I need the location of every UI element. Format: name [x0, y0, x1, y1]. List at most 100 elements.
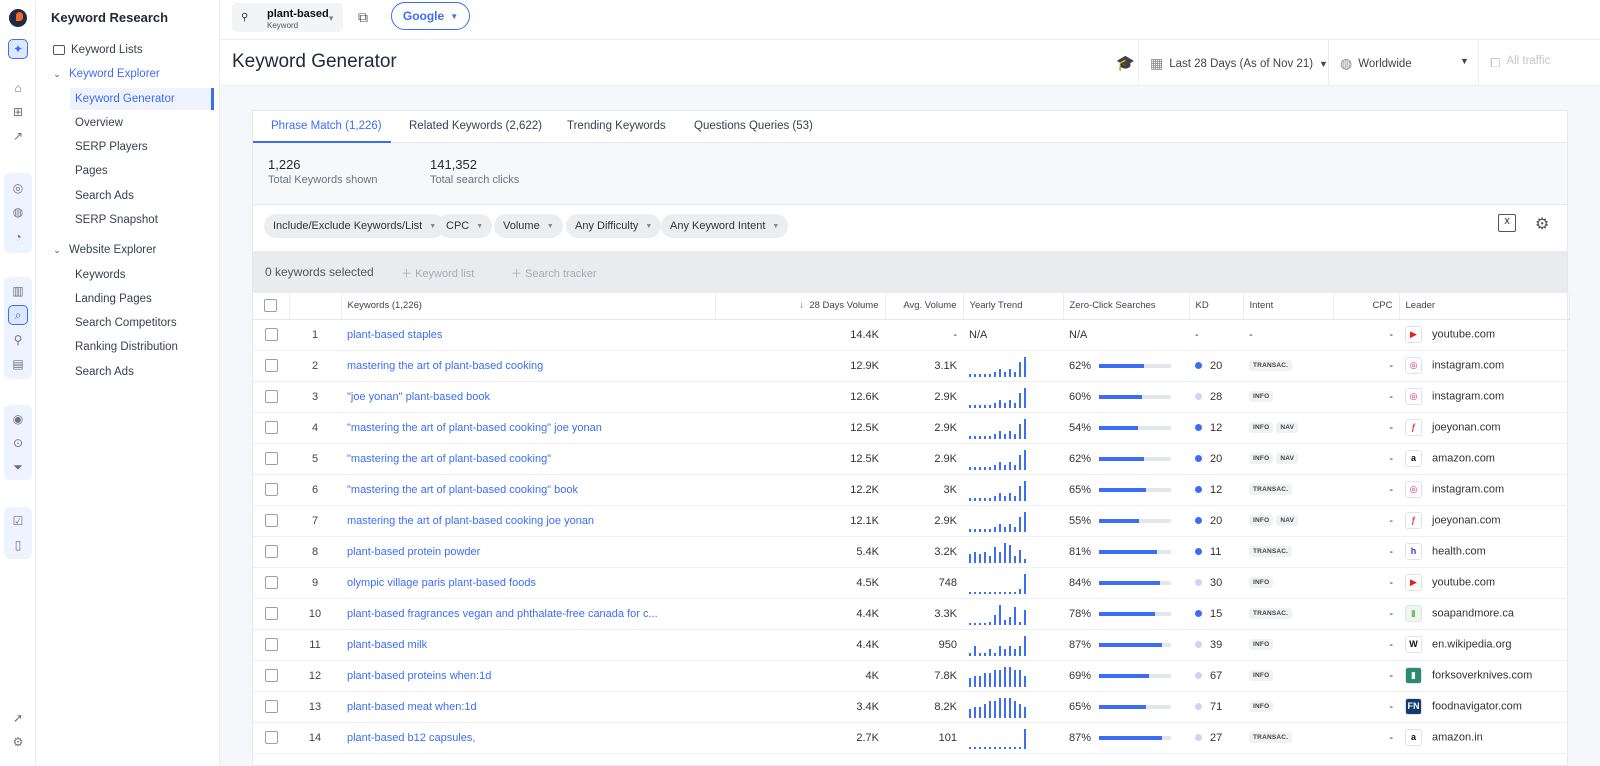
report-icon[interactable]: ▤ [12, 357, 24, 371]
row-checkbox[interactable] [264, 576, 278, 589]
keyword-research-icon[interactable]: ⌕ [8, 305, 28, 325]
leader-domain[interactable]: instagram.com [1432, 390, 1505, 403]
leader-domain[interactable]: instagram.com [1432, 483, 1505, 496]
leader-domain[interactable]: youtube.com [1432, 328, 1495, 341]
leader-domain[interactable]: forksoverknives.com [1432, 669, 1533, 682]
row-checkbox[interactable] [264, 607, 278, 620]
leader-domain[interactable]: amazon.com [1432, 452, 1495, 465]
sidebar-item-keyword-generator[interactable]: Keyword Generator [70, 88, 214, 110]
clipboard-icon[interactable]: ▯ [14, 538, 22, 552]
sidebar-item-keywords[interactable]: Keywords [36, 264, 220, 286]
row-checkbox[interactable] [264, 669, 278, 682]
keyword-link[interactable]: plant-based proteins when:1d [347, 669, 492, 682]
search-analysis-icon[interactable]: ⊙ [12, 436, 24, 450]
world-icon[interactable]: ◉ [12, 412, 24, 426]
row-checkbox[interactable] [264, 452, 278, 465]
link-icon[interactable]: ⚲ [13, 333, 23, 347]
table-row[interactable]: 7 mastering the art of plant-based cookin… [253, 505, 1569, 537]
sidebar-item-pages[interactable]: Pages [36, 160, 220, 182]
row-checkbox[interactable] [264, 390, 278, 403]
table-row[interactable]: 9 olympic village paris plant-based foods… [253, 567, 1569, 599]
col-keywords[interactable]: Keywords (1,226) [341, 293, 716, 320]
row-checkbox[interactable] [264, 359, 278, 372]
sidebar-item-serp-snapshot[interactable]: SERP Snapshot [36, 209, 220, 231]
sidebar-item-search-ads[interactable]: Search Ads [36, 185, 220, 207]
table-row[interactable]: 10 plant-based fragrances vegan and phtha… [253, 598, 1569, 630]
select-all-checkbox[interactable] [264, 299, 278, 313]
row-checkbox[interactable] [264, 421, 278, 434]
home-icon[interactable]: ⌂ [14, 81, 22, 95]
keyword-link[interactable]: plant-based fragrances vegan and phthala… [347, 607, 658, 620]
row-checkbox[interactable] [264, 545, 278, 558]
academy-icon[interactable]: 🎓 [1116, 55, 1135, 72]
row-checkbox[interactable] [264, 328, 278, 341]
sidebar-item-keyword-explorer[interactable]: ⌄ Keyword Explorer [36, 63, 220, 85]
col-28-days-volume[interactable]: ↓ 28 Days Volume [715, 293, 886, 320]
add-to-search-tracker-button[interactable]: ＋ Search tracker [511, 268, 597, 280]
sparkle-icon[interactable]: ✦ [8, 39, 28, 59]
apps-icon[interactable]: ⊞ [12, 105, 24, 119]
table-row[interactable]: 8 plant-based protein powder 5.4K 3.2K 81% 11… [253, 536, 1569, 568]
sidebar-item-ranking-distribution[interactable]: Ranking Distribution [36, 336, 220, 358]
keyword-link[interactable]: plant-based milk [347, 638, 428, 651]
row-checkbox[interactable] [264, 483, 278, 496]
table-row[interactable]: 13 plant-based meat when:1d 3.4K 8.2K 65% 71 I… [253, 691, 1569, 723]
settings-icon[interactable]: ⚙ [12, 735, 24, 749]
sidebar-item-website-search-ads[interactable]: Search Ads [36, 361, 220, 383]
table-row[interactable]: 4 "mastering the art of plant-based cooki… [253, 412, 1569, 444]
location-selector[interactable]: ◍ Worldwide [1340, 55, 1412, 72]
keyword-link[interactable]: "mastering the art of plant-based cookin… [347, 483, 578, 496]
keyword-link[interactable]: olympic village paris plant-based foods [347, 576, 536, 589]
date-range-selector[interactable]: ▦ Last 28 Days (As of Nov 21) ▼ [1150, 55, 1328, 72]
tab-trending-keywords[interactable]: Trending Keywords [567, 120, 666, 132]
leader-domain[interactable]: health.com [1432, 545, 1486, 558]
leader-domain[interactable]: youtube.com [1432, 576, 1495, 589]
keyword-link[interactable]: plant-based b12 capsules, [347, 731, 476, 744]
col-cpc[interactable]: CPC [1333, 293, 1400, 320]
keyword-link[interactable]: "mastering the art of plant-based cookin… [347, 421, 602, 434]
keyword-link[interactable]: plant-based staples [347, 328, 443, 341]
row-checkbox[interactable] [264, 700, 278, 713]
sidebar-item-search-competitors[interactable]: Search Competitors [36, 312, 220, 334]
sidebar-item-keyword-lists[interactable]: Keyword Lists [36, 39, 220, 61]
table-row[interactable]: 14 plant-based b12 capsules, 2.7K 101 87% 27 T… [253, 722, 1569, 754]
table-row[interactable]: 1 plant-based staples 14.4K - N/A N/A - - - ▶ yout… [253, 319, 1569, 351]
leader-domain[interactable]: joeyonan.com [1432, 421, 1501, 434]
col-zero-click[interactable]: Zero-Click Searches [1063, 293, 1190, 320]
row-checkbox[interactable] [264, 638, 278, 651]
table-row[interactable]: 5 "mastering the art of plant-based cooki… [253, 443, 1569, 475]
sidebar-item-landing-pages[interactable]: Landing Pages [36, 288, 220, 310]
column-settings-icon[interactable]: ⚙ [1535, 216, 1550, 233]
row-checkbox[interactable] [264, 731, 278, 744]
filter-intent[interactable]: Any Keyword Intent ▼ [661, 214, 789, 238]
keyword-link[interactable]: "mastering the art of plant-based cookin… [347, 452, 552, 465]
tab-phrase-match[interactable]: Phrase Match (1,226) [271, 120, 382, 132]
sidebar-item-website-explorer[interactable]: ⌄ Website Explorer [36, 239, 220, 261]
leader-domain[interactable]: amazon.in [1432, 731, 1483, 744]
rocket-icon[interactable]: ➚ [12, 711, 24, 725]
compare-icon[interactable]: ⧉ [358, 9, 368, 25]
keyword-link[interactable]: mastering the art of plant-based cooking [347, 359, 544, 372]
keyword-link[interactable]: mastering the art of plant-based cooking… [347, 514, 595, 527]
col-avg-volume[interactable]: Avg. Volume [885, 293, 964, 320]
keyword-search-box[interactable]: ⚲ plant-based Keyword ▼ [232, 3, 343, 32]
traffic-selector[interactable]: ⧠ All traffic [1490, 55, 1550, 71]
col-leader[interactable]: Leader [1399, 293, 1570, 320]
table-row[interactable]: 12 plant-based proteins when:1d 4K 7.8K 69% 6… [253, 660, 1569, 692]
checklist-icon[interactable]: ☑ [12, 514, 24, 528]
keyword-link[interactable]: "joe yonan" plant-based book [347, 390, 490, 403]
brand-logo[interactable] [9, 9, 27, 27]
chevron-down-icon[interactable]: ▼ [1460, 56, 1469, 66]
col-yearly-trend[interactable]: Yearly Trend [963, 293, 1064, 320]
row-checkbox[interactable] [264, 514, 278, 527]
pie-chart-icon[interactable]: ◔ [14, 230, 22, 244]
filter-include-exclude[interactable]: Include/Exclude Keywords/List ▼ [264, 214, 446, 238]
leader-domain[interactable]: foodnavigator.com [1432, 700, 1522, 713]
keyword-link[interactable]: plant-based protein powder [347, 545, 481, 558]
col-kd[interactable]: KD [1189, 293, 1244, 320]
keyword-link[interactable]: plant-based meat when:1d [347, 700, 477, 713]
filter-difficulty[interactable]: Any Difficulty ▼ [566, 214, 662, 238]
sidebar-item-overview[interactable]: Overview [36, 112, 220, 134]
globe-icon[interactable]: ◎ [12, 181, 24, 195]
